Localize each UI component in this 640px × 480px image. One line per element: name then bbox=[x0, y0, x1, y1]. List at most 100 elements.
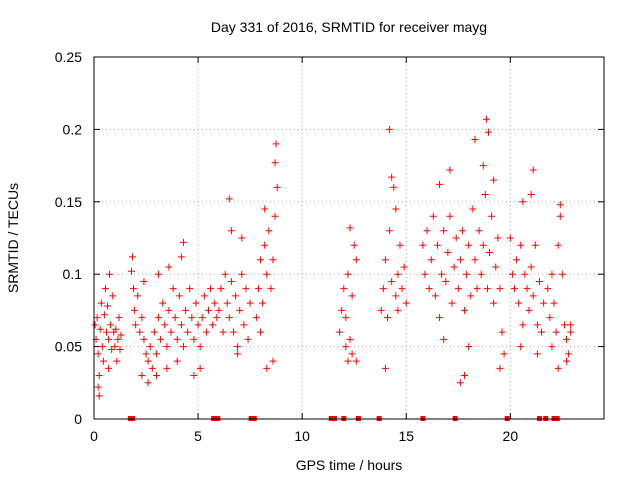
data-point bbox=[140, 277, 148, 285]
data-point bbox=[456, 256, 464, 264]
data-point bbox=[182, 306, 190, 314]
data-point bbox=[259, 299, 267, 307]
data-point bbox=[552, 328, 560, 336]
data-point bbox=[458, 227, 466, 235]
data-point bbox=[444, 248, 452, 256]
data-point bbox=[394, 306, 402, 314]
data-point bbox=[394, 270, 402, 278]
data-point bbox=[219, 328, 227, 336]
x-tick-label: 15 bbox=[398, 428, 414, 444]
data-point bbox=[527, 263, 535, 271]
data-point bbox=[448, 299, 456, 307]
data-point bbox=[246, 299, 254, 307]
data-point bbox=[400, 263, 408, 271]
data-point bbox=[377, 306, 385, 314]
data-point bbox=[548, 270, 556, 278]
grid-lines bbox=[94, 57, 604, 419]
data-point bbox=[188, 314, 196, 322]
data-point bbox=[540, 299, 548, 307]
data-point bbox=[567, 328, 575, 336]
data-point bbox=[519, 321, 527, 329]
data-point bbox=[261, 205, 269, 213]
data-point bbox=[173, 335, 181, 343]
data-point bbox=[223, 299, 231, 307]
data-point bbox=[488, 212, 496, 220]
data-point bbox=[440, 335, 448, 343]
data-point bbox=[196, 364, 204, 372]
x-tick-label: 5 bbox=[194, 428, 202, 444]
data-point bbox=[388, 277, 396, 285]
data-point bbox=[381, 256, 389, 264]
data-point bbox=[194, 321, 202, 329]
data-point bbox=[519, 198, 527, 206]
data-point bbox=[111, 343, 119, 351]
data-point bbox=[200, 292, 208, 300]
data-point bbox=[425, 285, 433, 293]
x-tick-label: 0 bbox=[90, 428, 98, 444]
data-point bbox=[238, 270, 246, 278]
data-point bbox=[99, 357, 107, 365]
data-point bbox=[221, 270, 229, 278]
data-point bbox=[108, 345, 116, 353]
data-point bbox=[127, 267, 135, 275]
data-point bbox=[465, 241, 473, 249]
data-point bbox=[479, 241, 487, 249]
data-point bbox=[450, 263, 458, 271]
y-tick-label: 0.15 bbox=[55, 194, 82, 210]
data-point bbox=[196, 343, 204, 351]
data-point bbox=[340, 285, 348, 293]
data-point bbox=[107, 321, 115, 329]
data-point bbox=[492, 263, 500, 271]
data-point bbox=[442, 277, 450, 285]
data-point bbox=[461, 372, 469, 380]
data-point bbox=[269, 357, 277, 365]
data-point bbox=[527, 191, 535, 199]
data-point bbox=[146, 343, 154, 351]
data-point bbox=[498, 328, 506, 336]
data-point bbox=[346, 335, 354, 343]
data-point bbox=[506, 234, 514, 242]
data-point bbox=[538, 328, 546, 336]
data-point bbox=[94, 383, 102, 391]
data-point bbox=[94, 350, 102, 358]
data-point bbox=[558, 270, 566, 278]
data-point bbox=[431, 292, 439, 300]
data-point bbox=[386, 227, 394, 235]
data-point bbox=[475, 227, 483, 235]
data-point bbox=[142, 350, 150, 358]
data-point bbox=[352, 357, 360, 365]
data-point bbox=[254, 285, 262, 293]
data-point bbox=[563, 357, 571, 365]
data-point bbox=[440, 227, 448, 235]
data-point bbox=[500, 350, 508, 358]
data-point bbox=[433, 241, 441, 249]
data-point bbox=[177, 253, 185, 261]
data-point bbox=[225, 314, 233, 322]
data-point bbox=[144, 379, 152, 387]
data-point bbox=[446, 212, 454, 220]
data-point bbox=[138, 372, 146, 380]
data-point bbox=[515, 299, 523, 307]
data-point bbox=[446, 166, 454, 174]
data-point bbox=[508, 270, 516, 278]
data-point bbox=[396, 241, 404, 249]
data-point bbox=[452, 234, 460, 242]
data-point bbox=[560, 321, 568, 329]
data-point bbox=[173, 357, 181, 365]
data-point bbox=[163, 343, 171, 351]
data-point bbox=[427, 256, 435, 264]
data-point bbox=[100, 311, 108, 319]
data-point bbox=[392, 205, 400, 213]
data-point bbox=[436, 180, 444, 188]
data-point bbox=[273, 183, 281, 191]
data-point bbox=[510, 285, 518, 293]
data-point bbox=[165, 306, 173, 314]
data-point bbox=[533, 321, 541, 329]
data-point bbox=[238, 234, 246, 242]
data-point bbox=[261, 241, 269, 249]
data-point bbox=[186, 285, 194, 293]
data-point bbox=[567, 321, 575, 329]
y-tick-label: 0 bbox=[74, 411, 82, 427]
data-point bbox=[234, 343, 242, 351]
